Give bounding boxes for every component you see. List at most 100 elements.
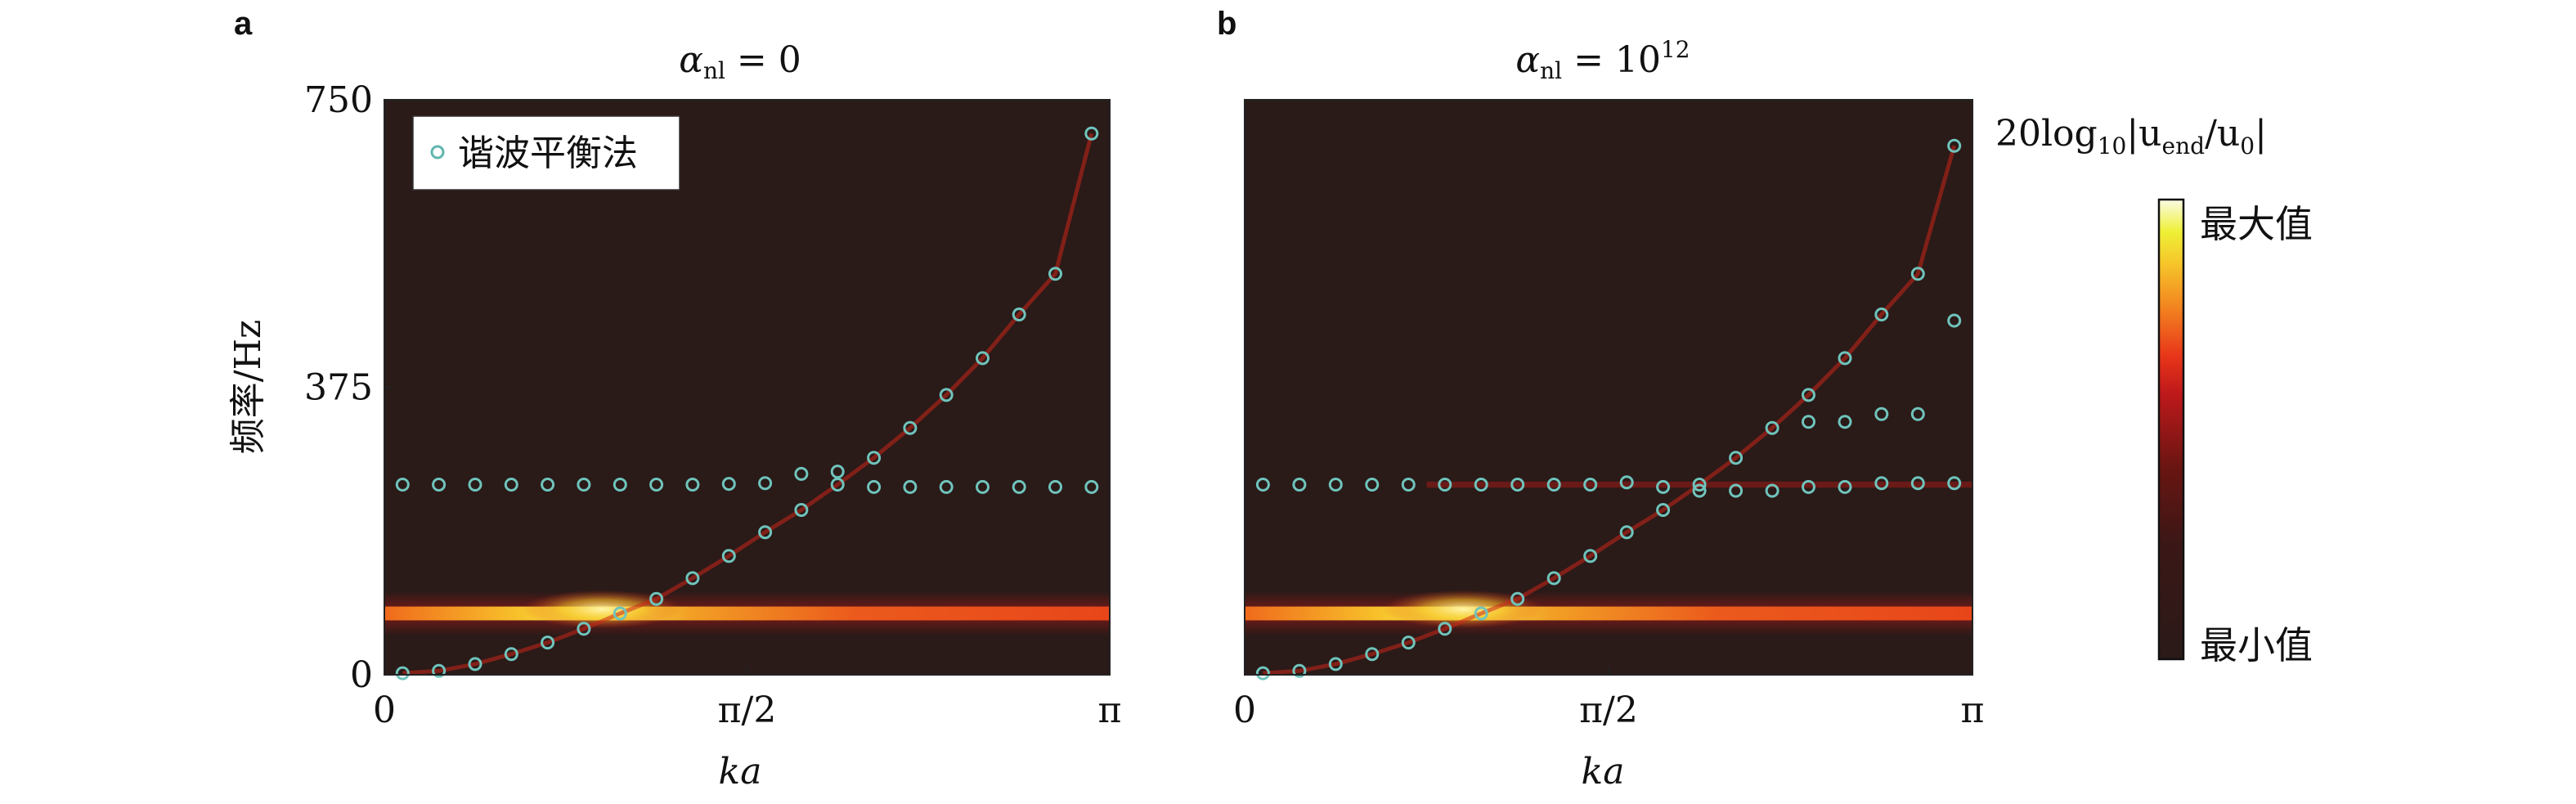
data-point — [1874, 406, 1889, 421]
data-point — [468, 657, 482, 671]
data-point — [649, 591, 664, 606]
data-point — [577, 478, 591, 492]
x-axis-label-a: ka — [719, 751, 762, 793]
data-point — [1802, 479, 1815, 494]
data-point — [1510, 591, 1525, 606]
x-axis-label-b: ka — [1582, 751, 1625, 793]
data-point — [939, 479, 954, 494]
response-hot-spot — [522, 590, 682, 629]
x-tick-label: π/2 — [1579, 689, 1638, 731]
x-tick-label: π — [1961, 689, 1985, 731]
data-point — [758, 476, 773, 491]
data-point — [1474, 606, 1488, 621]
x-tick-label: 0 — [373, 689, 396, 731]
y-tick-label: 375 — [304, 367, 373, 409]
data-point — [1838, 415, 1852, 429]
y-axis-label: 频率/Hz — [227, 320, 269, 454]
data-point — [1656, 503, 1671, 517]
data-point — [1510, 478, 1525, 492]
data-points-b — [1255, 138, 1962, 680]
data-point — [1365, 478, 1380, 492]
response-band — [1245, 606, 1972, 621]
panel-b: b αnl = 1012 0 π/2 π ka — [1217, 6, 1984, 793]
data-point — [976, 351, 990, 366]
response-band — [384, 606, 1110, 621]
data-point — [1012, 479, 1026, 494]
data-point — [1365, 647, 1380, 662]
data-point — [794, 503, 809, 517]
data-point — [685, 478, 700, 492]
data-point — [1084, 126, 1099, 141]
data-point — [1255, 478, 1270, 492]
colorbar-title: 20log10|uend/u0| — [1995, 113, 2267, 159]
data-point — [685, 571, 700, 586]
legend-marker-icon — [430, 145, 445, 159]
x-ticks-a: 0 π/2 π — [373, 667, 1121, 731]
plot-area-b — [1245, 100, 1972, 675]
x-ticks-b: 0 π/2 π — [1233, 667, 1984, 731]
legend-box — [412, 115, 680, 191]
data-point — [1546, 571, 1561, 586]
data-point — [1583, 478, 1598, 492]
y-tick-label: 750 — [304, 79, 373, 121]
data-point — [867, 479, 882, 494]
data-point — [1438, 478, 1452, 492]
data-point — [613, 478, 627, 492]
data-point — [1729, 483, 1744, 498]
data-point — [903, 479, 918, 494]
y-tick-label: 0 — [350, 654, 373, 696]
data-point — [1474, 478, 1488, 492]
response-bands-a — [384, 133, 1110, 676]
data-point — [1438, 622, 1452, 636]
colorbar-max-label: 最大值 — [2200, 202, 2313, 246]
data-point — [468, 478, 482, 492]
data-point — [1619, 475, 1634, 490]
data-point — [1838, 351, 1852, 366]
data-point — [1583, 549, 1598, 564]
data-point — [1802, 388, 1815, 402]
panel-b-title: αnl = 1012 — [1515, 36, 1690, 84]
data-point — [1328, 657, 1343, 671]
x-tick-label: π — [1098, 689, 1122, 731]
data-point — [1947, 476, 1962, 491]
data-point — [1328, 478, 1343, 492]
panel-label-b: b — [1217, 6, 1236, 42]
data-point — [1874, 308, 1889, 321]
data-point — [794, 466, 809, 481]
data-point — [1910, 476, 1925, 491]
data-point — [613, 606, 627, 621]
data-point — [541, 636, 555, 650]
data-point — [1255, 666, 1270, 680]
data-point — [1546, 478, 1561, 492]
y-ticks-a: 0 375 750 — [304, 79, 393, 696]
data-point — [903, 420, 918, 435]
data-point — [939, 388, 954, 402]
data-point — [721, 477, 736, 492]
data-point — [1012, 308, 1026, 321]
data-point — [867, 451, 882, 465]
data-point — [1401, 478, 1416, 492]
data-point — [1765, 483, 1779, 498]
x-tick-label: π/2 — [718, 689, 777, 731]
data-point — [504, 478, 518, 492]
plot-area-a — [384, 100, 1110, 675]
data-point — [1619, 525, 1634, 540]
data-point — [1802, 415, 1815, 429]
panel-label-a: a — [234, 6, 253, 42]
colorbar-min-label: 最小值 — [2200, 623, 2313, 667]
data-point — [1729, 451, 1744, 465]
data-point — [432, 663, 447, 678]
data-point — [541, 478, 555, 492]
data-point — [976, 479, 990, 494]
data-point — [1084, 479, 1099, 494]
panel-a: a αnl = 0 0 π/2 π 0 375 750 ka 频率/Hz 谐波平衡法 — [227, 6, 1121, 793]
data-point — [395, 666, 410, 680]
legend-label: 谐波平衡法 — [458, 133, 638, 174]
data-point — [1692, 478, 1707, 492]
data-point — [432, 478, 447, 492]
data-point — [1656, 479, 1671, 494]
data-point — [1292, 663, 1307, 678]
data-point — [1292, 478, 1307, 492]
data-point — [830, 465, 845, 479]
